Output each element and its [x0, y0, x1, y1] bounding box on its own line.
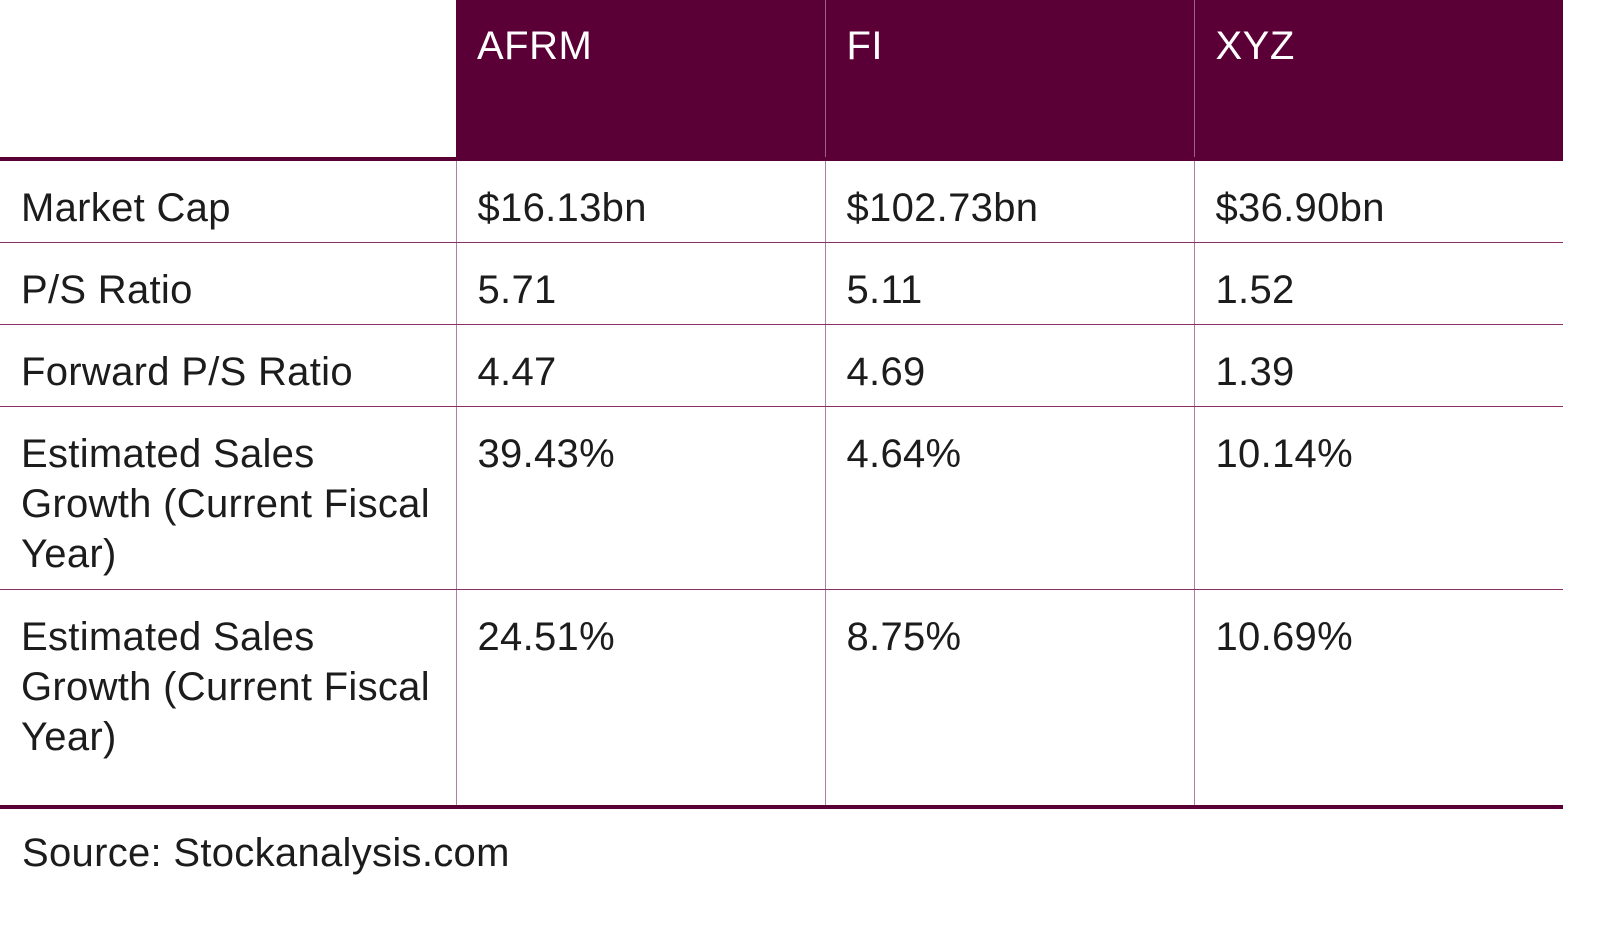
row-label-market-cap: Market Cap [0, 159, 456, 243]
cell-value: 4.64% [824, 406, 1194, 590]
row-label-ps-ratio: P/S Ratio [0, 242, 456, 325]
row-label-forward-ps-ratio: Forward P/S Ratio [0, 324, 456, 407]
cell-value: 39.43% [455, 406, 825, 590]
table-header: AFRM FI XYZ [0, 0, 1563, 161]
table-row: Estimated Sales Growth (Current Fiscal Y… [0, 406, 1563, 590]
comparison-table: AFRM FI XYZ Market Cap $16.13bn $102.73b… [0, 0, 1563, 809]
header-row: AFRM FI XYZ [0, 0, 1563, 161]
cell-value: 1.52 [1193, 242, 1563, 325]
cell-value: $16.13bn [455, 159, 825, 243]
cell-value: 24.51% [455, 589, 825, 809]
cell-value: 1.39 [1193, 324, 1563, 407]
table-row: Estimated Sales Growth (Current Fiscal Y… [0, 589, 1563, 809]
header-ticker-afrm: AFRM [456, 0, 825, 161]
cell-value: 5.11 [824, 242, 1194, 325]
table-row: Market Cap $16.13bn $102.73bn $36.90bn [0, 159, 1563, 243]
header-corner-cell [0, 0, 456, 161]
cell-value: 5.71 [455, 242, 825, 325]
row-label-sales-growth-1: Estimated Sales Growth (Current Fiscal Y… [0, 406, 456, 590]
source-note: Source: Stockanalysis.com [22, 831, 510, 875]
row-label-sales-growth-2: Estimated Sales Growth (Current Fiscal Y… [0, 589, 456, 809]
table-row: P/S Ratio 5.71 5.11 1.52 [0, 242, 1563, 325]
cell-value: 4.47 [455, 324, 825, 407]
cell-value: $36.90bn [1193, 159, 1563, 243]
header-ticker-fi: FI [824, 0, 1194, 161]
table-body: Market Cap $16.13bn $102.73bn $36.90bn P… [0, 159, 1563, 809]
table-row: Forward P/S Ratio 4.47 4.69 1.39 [0, 324, 1563, 407]
cell-value: 8.75% [824, 589, 1194, 809]
cell-value: 10.14% [1193, 406, 1563, 590]
cell-value: 4.69 [824, 324, 1194, 407]
cell-value: $102.73bn [824, 159, 1194, 243]
cell-value: 10.69% [1193, 589, 1563, 809]
header-ticker-xyz: XYZ [1193, 0, 1563, 161]
